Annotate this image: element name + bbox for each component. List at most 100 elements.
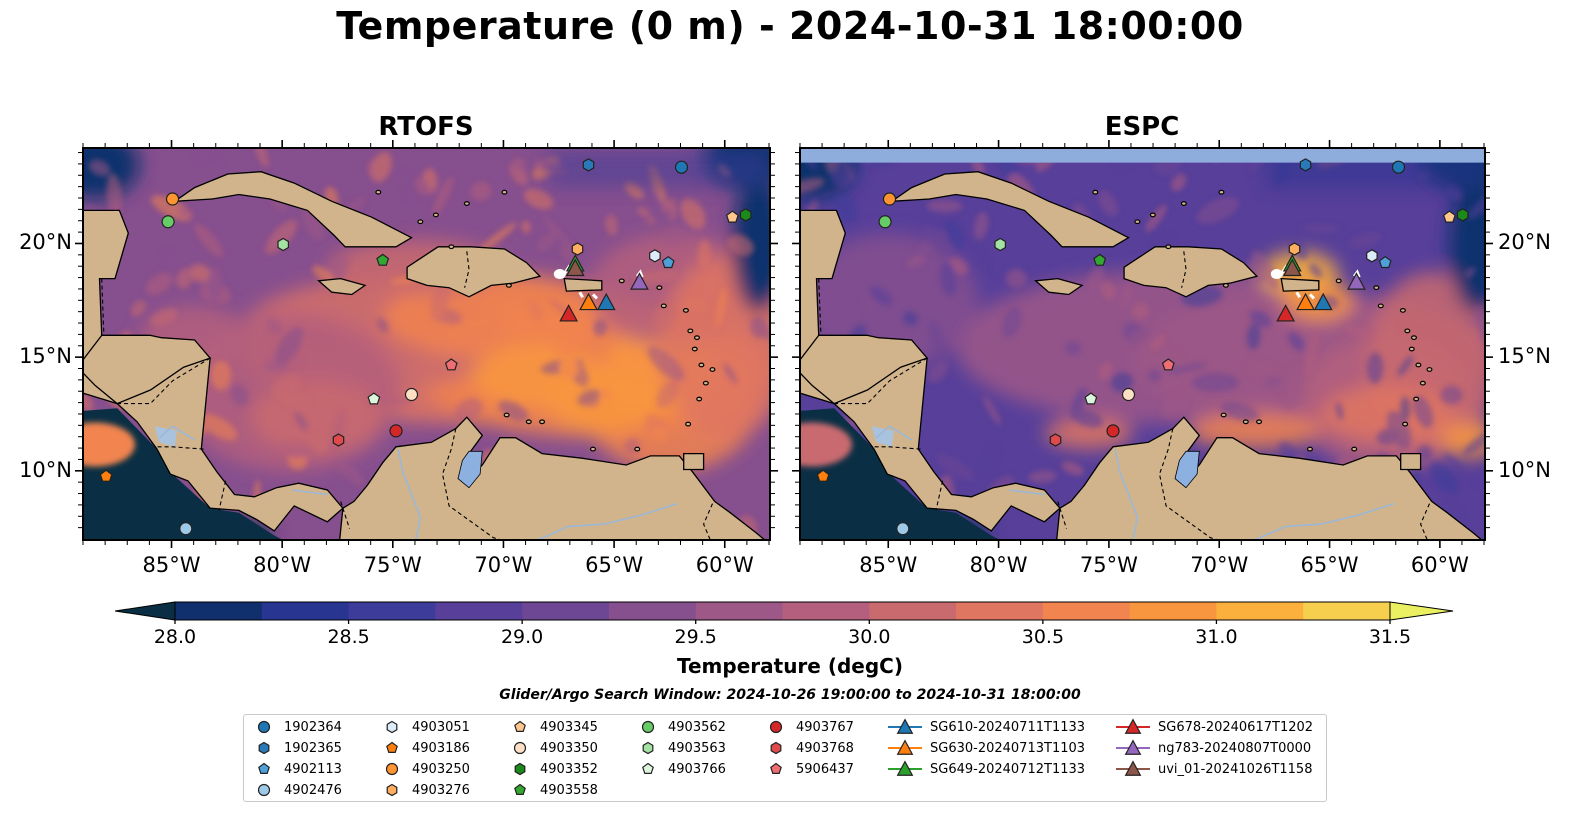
hexagon-marker-icon [770, 741, 782, 755]
legend-item: 4903051 [384, 717, 470, 737]
colorbar-bin [522, 602, 610, 620]
marker-SG630-20240713T1103[interactable] [1296, 292, 1315, 311]
marker-4903186[interactable] [816, 469, 830, 482]
panel-title-rtofs: RTOFS [378, 112, 474, 142]
land-hispaniola [1123, 246, 1259, 298]
land-puertorico [563, 277, 603, 292]
marker-4903345[interactable] [1442, 210, 1456, 223]
legend-label: 4903250 [412, 761, 470, 777]
legend-label: 4903350 [540, 740, 598, 756]
marker-4903186[interactable] [99, 469, 113, 482]
marker-ng783-20240807T0000[interactable] [630, 272, 649, 290]
lon-label: 80°W [969, 553, 1028, 577]
marker-ng783-20240807T0000[interactable] [1347, 272, 1366, 290]
colorbar-tick-label: 30.0 [848, 626, 891, 648]
marker-uvi_01-20241026T1158[interactable] [565, 258, 585, 277]
marker-4902476[interactable] [896, 522, 910, 536]
marker-4903562[interactable] [878, 215, 892, 229]
marker-4903350[interactable] [1121, 387, 1136, 402]
colorbar-bin [261, 602, 350, 620]
legend-label: 4903768 [796, 740, 854, 756]
marker-5906437[interactable] [1161, 358, 1175, 371]
hexagon-marker-icon [386, 720, 398, 734]
colorbar-bin [1042, 602, 1131, 620]
colorbar-label: Temperature (degC) [677, 654, 903, 678]
legend-label: ng783-20240807T0000 [1158, 740, 1312, 756]
lat-label: 20°N [19, 230, 72, 255]
land [801, 171, 1482, 539]
legend-item: 4903250 [384, 759, 470, 779]
marker-4903768[interactable] [332, 433, 345, 447]
marker-uvi_01-20241026T1158[interactable] [1282, 258, 1302, 277]
pentagon-marker-icon [258, 762, 270, 774]
marker-4903352[interactable] [739, 208, 752, 222]
float-markers [816, 158, 1469, 536]
colorbar-tick-label: 28.0 [153, 626, 197, 648]
marker-5906437[interactable] [444, 358, 458, 371]
lon-label: 60°W [1410, 553, 1469, 577]
marker-4903276[interactable] [1288, 242, 1301, 256]
hexagon-marker-icon [514, 762, 526, 776]
marker-4903250[interactable] [165, 192, 180, 206]
marker-4902113[interactable] [661, 255, 675, 269]
lon-label: 85°W [142, 553, 201, 577]
legend-label: 4902113 [284, 761, 342, 777]
map-panel-espc[interactable] [799, 147, 1486, 541]
marker-4903558[interactable] [376, 253, 390, 266]
legend-label: 1902365 [284, 740, 342, 756]
no-data-band [801, 149, 1484, 163]
map-panel-rtofs[interactable] [82, 147, 771, 541]
marker-4903766[interactable] [1084, 392, 1098, 405]
marker-4903766[interactable] [367, 392, 381, 405]
marker-SG630-20240713T1103[interactable] [579, 292, 598, 311]
marker-SG610-20240711T1133[interactable] [596, 292, 616, 311]
colorbar-bin [1303, 602, 1391, 620]
marker-1902364[interactable] [674, 160, 689, 174]
land-honduras [84, 334, 212, 405]
marker-4903563[interactable] [277, 237, 289, 252]
marker-4903250[interactable] [882, 192, 897, 206]
marker-4903352[interactable] [1456, 208, 1469, 222]
land-jamaica [317, 277, 367, 296]
marker-4903345[interactable] [725, 210, 739, 223]
marker-4902476[interactable] [179, 522, 193, 536]
marker-4902113[interactable] [1378, 255, 1392, 269]
marker-4903051[interactable] [1366, 249, 1378, 263]
marker-4903558[interactable] [1093, 253, 1107, 266]
legend-item: SG649-20240712T1133 [886, 759, 1085, 779]
marker-4903767[interactable] [1106, 424, 1120, 438]
marker-SG678-20240617T1202[interactable] [1276, 304, 1296, 322]
marker-4903276[interactable] [571, 242, 584, 256]
circle-marker-icon [769, 720, 783, 734]
marker-1902364[interactable] [1391, 160, 1406, 174]
pentagon-marker-icon [770, 762, 782, 774]
marker-1902365[interactable] [1299, 158, 1312, 172]
hexagon-marker-icon [642, 741, 654, 755]
marker-4903350[interactable] [404, 387, 419, 402]
marker-4903767[interactable] [389, 424, 403, 438]
legend-item: SG610-20240711T1133 [886, 717, 1085, 737]
lon-label: 70°W [1190, 553, 1249, 577]
circle-marker-icon [385, 762, 399, 776]
marker-4903562[interactable] [161, 215, 175, 229]
pentagon-marker-icon [642, 762, 654, 774]
lon-label: 65°W [585, 553, 644, 577]
marker-SG610-20240711T1133[interactable] [1313, 292, 1333, 311]
legend-item: 4903276 [384, 780, 470, 800]
circle-marker-icon [513, 741, 527, 755]
triangle-marker-icon [888, 760, 922, 776]
lat-label: 15°N [1498, 344, 1551, 369]
legend-label: uvi_01-20241026T1158 [1158, 761, 1313, 777]
rtofs-map-svg [84, 149, 769, 539]
pentagon-marker-icon [514, 720, 526, 732]
marker-4903768[interactable] [1049, 433, 1062, 447]
colorbar-bin [1216, 602, 1304, 620]
marker-4903563[interactable] [994, 237, 1006, 252]
rivers [158, 425, 678, 539]
marker-SG678-20240617T1202[interactable] [559, 304, 579, 322]
legend-item: 4903345 [512, 717, 598, 737]
marker-4903051[interactable] [649, 249, 661, 263]
legend-label: 4903767 [796, 719, 854, 735]
marker-1902365[interactable] [582, 158, 595, 172]
circle-marker-icon [257, 783, 271, 797]
